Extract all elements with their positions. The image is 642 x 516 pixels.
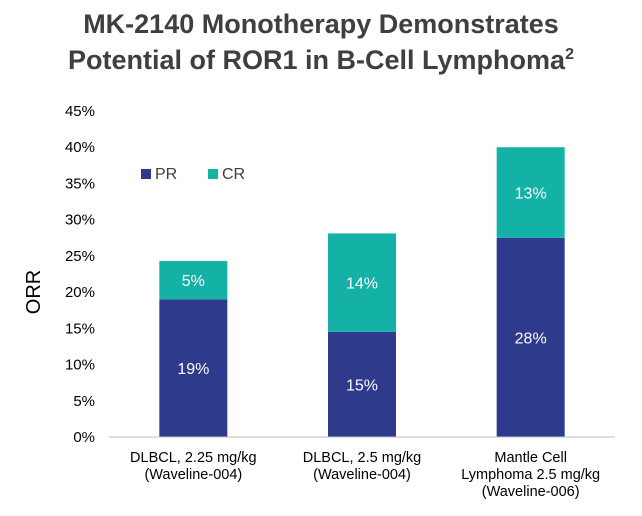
x-tick-label: Mantle Cell bbox=[494, 450, 567, 466]
y-tick-label: 35% bbox=[65, 175, 95, 192]
x-tick-label: (Waveline-004) bbox=[313, 467, 411, 483]
y-tick-label: 30% bbox=[65, 212, 95, 229]
legend-label-cr: CR bbox=[222, 166, 245, 183]
bar-value-label: 14% bbox=[346, 276, 378, 293]
y-tick-label: 5% bbox=[73, 393, 95, 410]
bar-pr bbox=[328, 331, 396, 437]
x-axis: DLBCL, 2.25 mg/kg(Waveline-004)DLBCL, 2.… bbox=[109, 436, 615, 500]
x-tick-label: DLBCL, 2.5 mg/kg bbox=[303, 450, 421, 466]
bar-pr bbox=[159, 299, 228, 437]
legend-swatch-pr bbox=[141, 169, 151, 179]
x-tick-label: (Waveline-006) bbox=[482, 484, 580, 500]
chart-title-superscript: 2 bbox=[565, 46, 574, 63]
x-tick-label: (Waveline-004) bbox=[144, 467, 242, 483]
bar-value-label: 19% bbox=[177, 361, 209, 378]
chart-title-line2: Potential of ROR1 in B-Cell Lymphoma2 bbox=[0, 42, 642, 78]
bar-cr bbox=[328, 233, 396, 332]
x-tick-label: Lymphoma 2.5 mg/kg bbox=[461, 467, 600, 483]
bar-cr bbox=[159, 260, 228, 300]
y-axis: 0% 5% 10% 15% 20% 25% 30% 35% 40% 45% bbox=[65, 103, 95, 446]
bar-value-label: 28% bbox=[515, 330, 547, 347]
y-axis-label: ORR bbox=[23, 270, 45, 314]
bar-value-label: 13% bbox=[515, 186, 547, 203]
y-tick-label: 40% bbox=[65, 139, 95, 156]
legend-swatch-cr bbox=[208, 169, 218, 179]
y-tick-label: 10% bbox=[65, 357, 95, 374]
x-tick-label: DLBCL, 2.25 mg/kg bbox=[130, 450, 257, 466]
legend-label-pr: PR bbox=[155, 166, 177, 183]
chart-title-line1: MK-2140 Monotherapy Demonstrates bbox=[83, 9, 559, 39]
y-tick-label: 20% bbox=[65, 284, 95, 301]
chart-title-line2-text: Potential of ROR1 in B-Cell Lymphoma bbox=[68, 45, 566, 75]
chart-title: MK-2140 Monotherapy Demonstrates Potenti… bbox=[0, 6, 642, 78]
bars: 19% 5% 15% 14% 28% 13% bbox=[159, 147, 565, 437]
y-tick-label: 15% bbox=[65, 320, 95, 337]
bar-value-label: 15% bbox=[346, 377, 378, 394]
y-tick-label: 25% bbox=[65, 248, 95, 265]
bar-cr bbox=[496, 147, 565, 238]
y-tick-label: 45% bbox=[65, 103, 95, 120]
bar-pr bbox=[496, 237, 565, 437]
legend: PR CR bbox=[141, 166, 245, 183]
bar-value-label: 5% bbox=[182, 273, 205, 290]
y-tick-label: 0% bbox=[73, 429, 95, 446]
